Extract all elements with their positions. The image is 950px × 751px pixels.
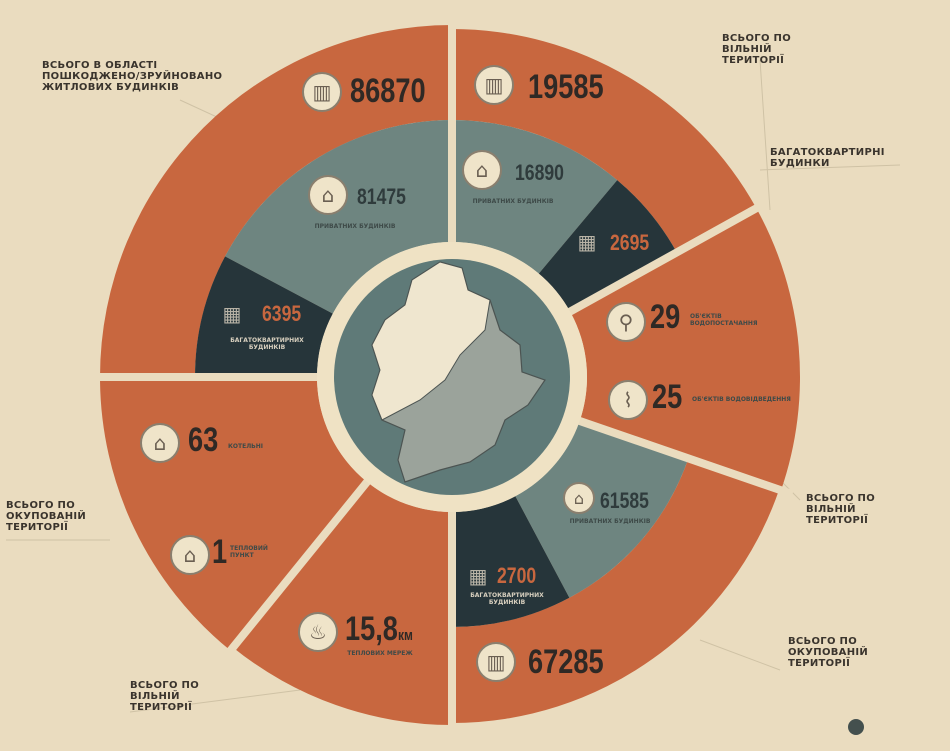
sewage-pipe-icon: ⌇: [608, 380, 648, 420]
sewage-label: об'єктів водовідведення: [692, 396, 791, 403]
residential-buildings-icon: ▥: [302, 72, 342, 112]
free-private-value: 16890: [515, 160, 564, 185]
heat-point-value: 1: [212, 533, 228, 571]
segment-gap: [564, 412, 794, 498]
segment-region-multi: [195, 256, 333, 377]
segment-region-total: [100, 25, 452, 377]
water-tap-icon: ⚲: [606, 302, 646, 342]
heating-networks-value: 15,8км: [345, 612, 413, 646]
networks-number: 15,8: [345, 610, 398, 648]
segment-gap: [555, 198, 769, 323]
free-total-value: 19585: [528, 68, 604, 106]
region-multi-value: 6395: [262, 301, 302, 326]
segment-gap: [222, 467, 380, 660]
water-supply-label: об'єктів водопостачання: [690, 313, 758, 327]
region-total-value: 86870: [350, 72, 426, 110]
heating-networks-label: теплових мереж: [347, 650, 413, 657]
sewage-value: 25: [652, 378, 683, 416]
callout-line: [699, 639, 781, 671]
occupied-multi-label: багатоквартирних будинків: [470, 592, 544, 606]
segment-heating-free: [232, 481, 452, 725]
boiler-house-icon: ⌂: [140, 423, 180, 463]
label-multi-apartment: Багатоквартирні будинки: [770, 147, 885, 169]
label-free-territory: Всього по вільній території: [130, 680, 200, 713]
apartment-building-icon: ▦: [468, 564, 488, 588]
label-occupied-territory: Всього по окупованій території: [6, 500, 87, 533]
region-private-value: 81475: [357, 184, 406, 209]
segment-occupied-total: [452, 458, 780, 723]
house-icon: ⌂: [462, 150, 502, 190]
label-region-total: Всього в області пошкоджено/зруйновано ж…: [42, 60, 223, 93]
segment-region-private: [225, 120, 452, 314]
house-icon: ⌂: [563, 482, 595, 514]
water-supply-value: 29: [650, 298, 681, 336]
residential-buildings-icon: ▥: [476, 642, 516, 682]
occupied-multi-value: 2700: [497, 563, 537, 588]
page-indicator-dot[interactable]: [848, 719, 864, 735]
apartment-building-icon: ▦: [222, 302, 242, 326]
region-multi-label: багатоквартирних будинків: [230, 337, 304, 351]
label-free-territory: Всього по вільній території: [722, 33, 792, 66]
free-private-label: приватних будинків: [472, 198, 554, 205]
occupied-private-value: 61585: [600, 488, 649, 513]
boilers-label: котельні: [228, 443, 264, 450]
apartment-building-icon: ▦: [577, 230, 597, 254]
segment-occupied-multi: [452, 496, 570, 627]
label-free-territory: Всього по вільній території: [806, 493, 876, 526]
residential-buildings-icon: ▥: [474, 65, 514, 105]
segment-free-multi: [538, 180, 677, 312]
callout-line: [759, 164, 901, 171]
heating-network-icon: ♨: [298, 612, 338, 652]
segment-free-total: [452, 29, 757, 253]
region-map: [371, 261, 546, 483]
free-multi-value: 2695: [610, 230, 650, 255]
segment-occupied-private: [515, 420, 689, 598]
region-private-label: приватних будинків: [314, 223, 396, 230]
occupied-private-label: приватних будинків: [569, 518, 651, 525]
heat-point-icon: ⌂: [170, 535, 210, 575]
house-icon: ⌂: [308, 175, 348, 215]
boilers-value: 63: [188, 421, 219, 459]
heat-point-label: тепловий пункт: [230, 545, 268, 559]
callout-line: [129, 689, 301, 713]
networks-unit: км: [397, 627, 413, 644]
callout-line: [759, 59, 771, 211]
label-occupied-territory: Всього по окупованій території: [788, 636, 869, 669]
occupied-total-value: 67285: [528, 643, 604, 681]
